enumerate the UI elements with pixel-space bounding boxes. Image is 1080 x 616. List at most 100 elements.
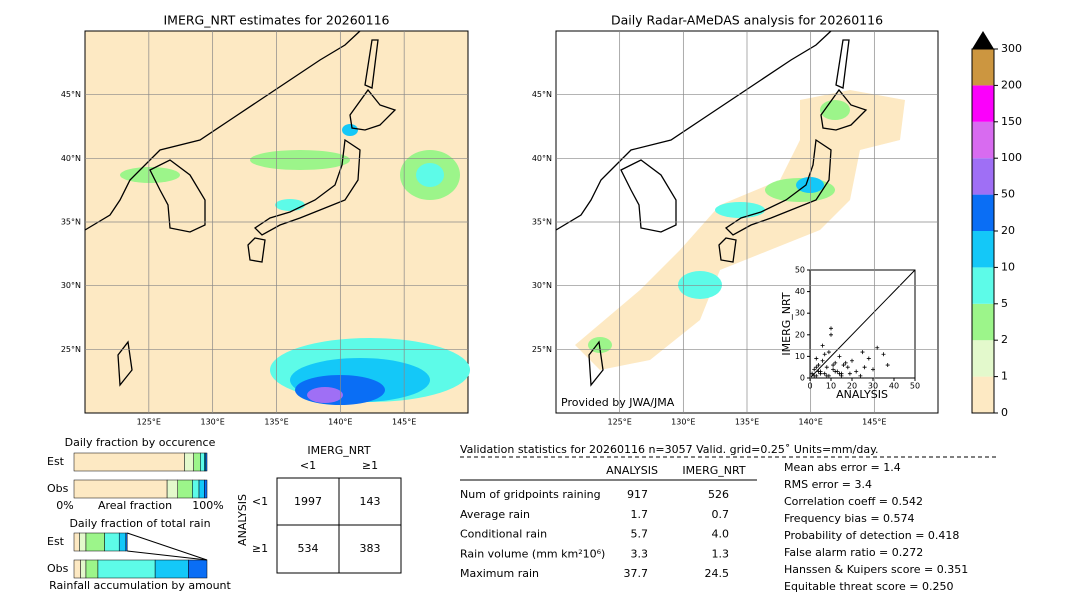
row-label: Maximum rain	[460, 567, 539, 580]
y-tick-label: 35°N	[532, 218, 552, 227]
cell-value: 5.7	[631, 528, 649, 541]
panel-title: Daily fraction by occurence	[65, 436, 216, 449]
colorbar-segment	[972, 340, 994, 377]
x-tick-label: 0	[807, 382, 812, 391]
row-label: Num of gridpoints raining	[460, 488, 601, 501]
colorbar-label: 150	[1001, 115, 1022, 128]
colorbar-label: 200	[1001, 78, 1022, 91]
table-title: IMERG_NRT	[307, 444, 370, 457]
fraction-segment	[85, 532, 105, 552]
map-title: IMERG_NRT estimates for 20260116	[163, 13, 389, 28]
scatter-point	[833, 360, 838, 365]
fraction-segment	[104, 532, 120, 552]
cell-value: 1997	[294, 495, 322, 508]
fraction-segment	[188, 559, 208, 579]
fraction-segment	[204, 479, 208, 499]
col-label: ≥1	[362, 459, 378, 472]
fraction-segment	[73, 452, 185, 472]
fraction-segment	[73, 479, 168, 499]
scatter-point	[847, 371, 852, 376]
row-label: Rain volume (mm km²10⁶)	[460, 547, 605, 560]
fraction-segment	[125, 532, 128, 552]
colorbar-label: 5	[1001, 297, 1008, 310]
score: False alarm ratio = 0.272	[784, 546, 923, 559]
scatter-point	[875, 345, 880, 350]
row-label: Obs	[47, 562, 69, 575]
scatter-point	[814, 365, 819, 370]
axis-label: 0%	[56, 499, 73, 512]
x-axis-label: ANALYSIS	[836, 388, 888, 401]
colorbar-label: 10	[1001, 260, 1015, 273]
colorbar-segment	[972, 231, 994, 268]
fraction-segment	[198, 479, 205, 499]
cell-value: 37.7	[624, 567, 649, 580]
row-label: Obs	[47, 482, 69, 495]
y-tick-label: 30°N	[532, 281, 552, 290]
fraction-segment	[73, 532, 80, 552]
score: Mean abs error = 1.4	[784, 461, 901, 474]
colorbar-label: 100	[1001, 151, 1022, 164]
panel-title: Daily fraction of total rain	[69, 517, 210, 530]
colorbar-label: 1	[1001, 370, 1008, 383]
colorbar-label: 50	[1001, 188, 1015, 201]
fraction-segment	[97, 559, 156, 579]
colorbar-segment	[972, 49, 994, 86]
axis-label: 100%	[192, 499, 223, 512]
x-tick-label: 140°E	[799, 418, 823, 427]
scatter-point	[812, 367, 817, 372]
x-tick-label: 20	[847, 382, 857, 391]
col-header: ANALYSIS	[606, 464, 658, 477]
y-tick-label: 40°N	[532, 154, 552, 163]
scatter-point	[829, 326, 833, 331]
x-tick-label: 145°E	[392, 418, 416, 427]
colorbar-segment	[972, 121, 994, 159]
y-axis-label: IMERG_NRT	[780, 292, 793, 355]
fraction-segment	[193, 452, 201, 472]
y-tick-label: 45°N	[61, 90, 81, 99]
scatter-point	[826, 373, 831, 378]
scatter-point	[818, 371, 823, 376]
cell-value: 383	[360, 542, 381, 555]
y-tick-label: 50	[795, 266, 805, 275]
colorbar-label: 2	[1001, 333, 1008, 346]
x-tick-label: 30	[868, 382, 878, 391]
cell-value: 24.5	[705, 567, 730, 580]
score: Correlation coeff = 0.542	[784, 495, 923, 508]
fraction-segment	[85, 559, 99, 579]
axis-label: Areal fraction	[98, 499, 172, 512]
fraction-segment	[154, 559, 189, 579]
scatter-point	[871, 367, 875, 372]
scatter-point	[812, 373, 817, 378]
scatter-point	[820, 358, 825, 363]
cell-value: 4.0	[712, 528, 730, 541]
fraction-segment	[200, 452, 205, 472]
fraction-segment	[79, 532, 87, 552]
cell-value: 534	[298, 542, 319, 555]
x-tick-label: 135°E	[735, 418, 759, 427]
scatter-point	[881, 352, 886, 357]
scatter-point	[822, 352, 827, 357]
scatter-point	[862, 365, 867, 370]
scatter-point	[826, 350, 831, 355]
cell-value: 917	[627, 488, 648, 501]
fraction-segment	[192, 479, 200, 499]
stats-title: Validation statistics for 20260116 n=305…	[460, 443, 879, 456]
fraction-segment	[184, 452, 194, 472]
row-label: ≥1	[252, 542, 268, 555]
row-label: Est	[47, 535, 65, 548]
colorbar-segment	[972, 158, 994, 195]
scatter-point	[854, 369, 859, 374]
col-header: IMERG_NRT	[682, 464, 745, 477]
map-title: Daily Radar-AMeDAS analysis for 20260116	[611, 13, 883, 28]
scatter-point	[831, 367, 836, 372]
y-tick-label: 10	[795, 352, 805, 361]
credit: Provided by JWA/JMA	[561, 396, 675, 409]
cell-value: 1.7	[631, 508, 649, 521]
x-tick-label: 125°E	[608, 418, 632, 427]
scatter-point	[829, 332, 833, 337]
scatter-point	[831, 363, 836, 368]
scatter-point	[833, 369, 838, 374]
connector	[127, 550, 208, 561]
y-tick-label: 25°N	[532, 345, 552, 354]
